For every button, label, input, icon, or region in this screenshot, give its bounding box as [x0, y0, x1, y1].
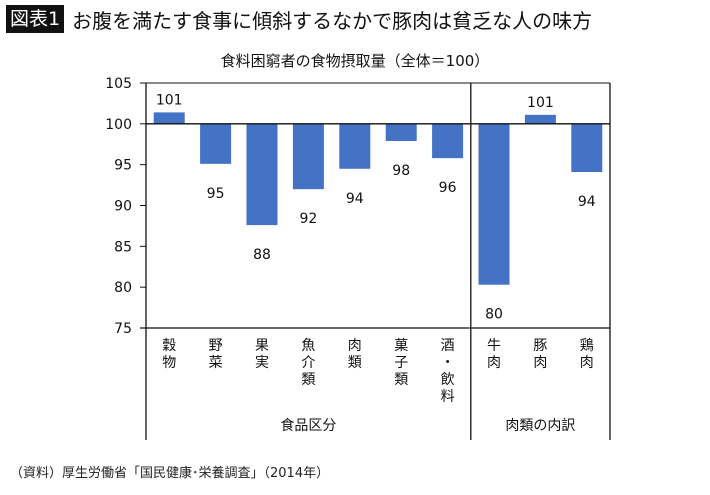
- category-label: 肉: [348, 338, 362, 354]
- data-label: 80: [485, 307, 503, 323]
- y-tick-label: 85: [114, 239, 132, 255]
- category-label: 肉: [580, 355, 594, 371]
- figure-title: お腹を満たす食事に傾斜するなかで豚肉は貧乏な人の味方: [72, 8, 593, 33]
- group-label: 食品区分: [280, 417, 336, 434]
- data-label: 101: [156, 92, 183, 108]
- category-label: 魚: [301, 338, 315, 354]
- y-tick-label: 75: [114, 321, 132, 337]
- category-label: 牛: [487, 338, 501, 354]
- bar: [524, 114, 556, 124]
- category-label: 肉: [487, 355, 501, 371]
- bar: [385, 123, 417, 141]
- category-label: 野: [209, 338, 223, 354]
- data-label: 98: [392, 163, 410, 179]
- category-label: 類: [301, 372, 315, 388]
- category-label: 菜: [209, 355, 223, 371]
- category-label: ・: [441, 355, 455, 371]
- y-tick-label: 95: [114, 158, 132, 174]
- category-label: 介: [301, 355, 315, 371]
- data-label: 96: [439, 180, 457, 196]
- y-tick-label: 105: [105, 76, 132, 92]
- category-label: 類: [394, 372, 408, 388]
- category-label: 穀: [162, 338, 176, 354]
- data-label: 88: [253, 247, 271, 263]
- data-label: 94: [578, 194, 596, 210]
- category-label: 果: [255, 338, 269, 354]
- bar: [571, 123, 603, 173]
- category-label: 鶏: [580, 338, 594, 354]
- category-label: 料: [441, 389, 455, 405]
- figure-badge: 図表1: [6, 5, 65, 33]
- bar: [432, 123, 464, 159]
- y-tick-label: 90: [114, 199, 132, 215]
- data-label: 101: [527, 95, 554, 111]
- category-label: 子: [394, 355, 408, 371]
- category-label: 物: [162, 355, 176, 371]
- bar: [153, 112, 185, 124]
- bar-chart: 101穀物95野菜88果実92魚介類94肉類98菓子類96酒・飲料80牛肉101…: [105, 76, 611, 440]
- category-label: 類: [348, 355, 362, 371]
- category-label: 酒: [441, 338, 455, 354]
- source-note: （資料）厚生労働省「国民健康･栄養調査」（2014年）: [10, 466, 330, 481]
- bar: [339, 123, 371, 169]
- bar: [200, 123, 232, 164]
- bar: [292, 123, 324, 190]
- bar: [478, 123, 510, 285]
- header: 図表1 お腹を満たす食事に傾斜するなかで豚肉は貧乏な人の味方: [6, 4, 592, 34]
- data-label: 92: [299, 211, 317, 227]
- bar: [246, 123, 278, 226]
- category-label: 肉: [533, 355, 547, 371]
- category-label: 菓: [394, 338, 408, 354]
- category-label: 豚: [533, 338, 547, 354]
- y-tick-label: 80: [114, 280, 132, 296]
- category-label: 実: [255, 355, 269, 371]
- group-label: 肉類の内訳: [505, 418, 575, 434]
- data-label: 94: [346, 191, 364, 207]
- category-label: 飲: [441, 372, 455, 388]
- data-label: 95: [207, 186, 225, 202]
- y-tick-label: 100: [105, 117, 132, 133]
- chart-title: 食料困窮者の食物摂取量（全体＝100）: [220, 52, 490, 70]
